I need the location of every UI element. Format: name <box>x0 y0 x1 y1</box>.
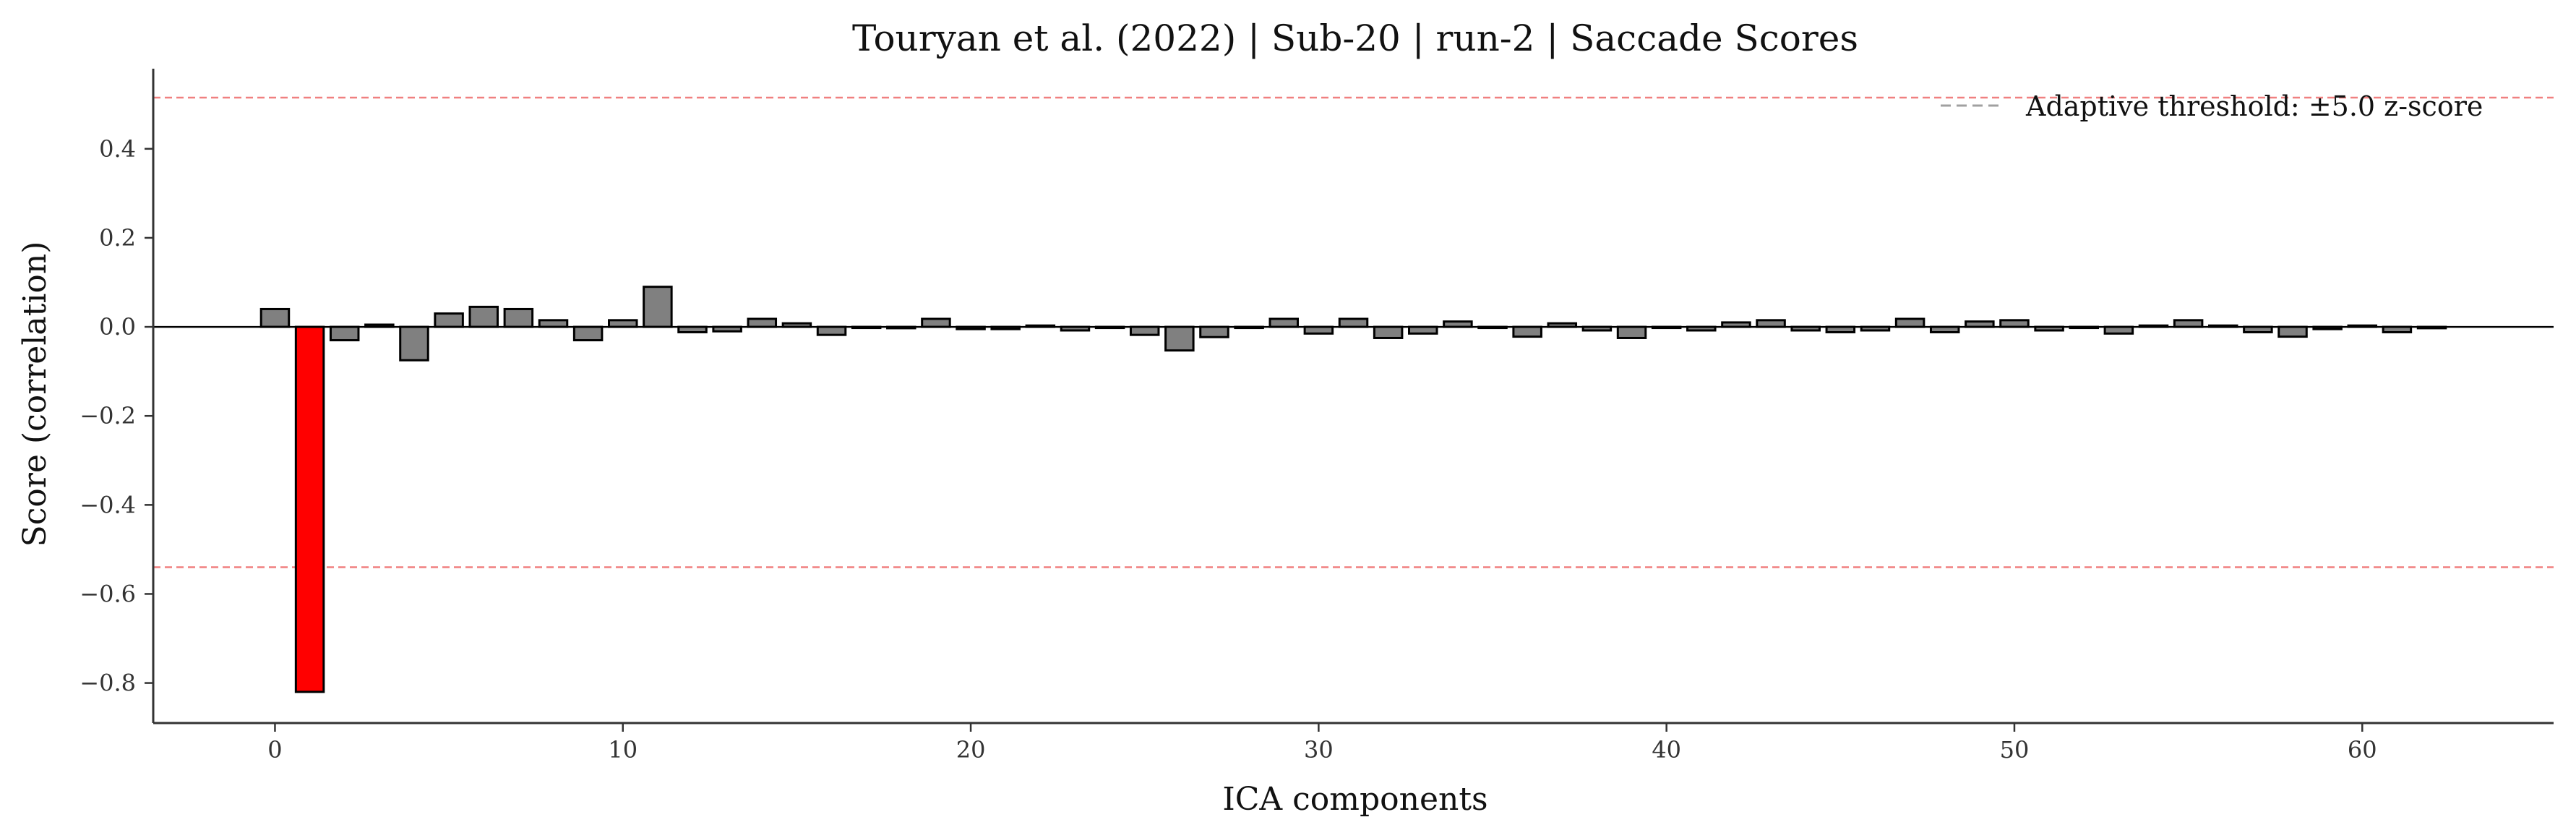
bar-component-0 <box>259 307 291 328</box>
bar-component-43 <box>1756 319 1786 328</box>
x-tick-label: 30 <box>1304 736 1334 764</box>
bar-component-29 <box>1268 317 1299 328</box>
y-axis-title: Score (correlation) <box>17 241 53 547</box>
bar-component-58 <box>2277 325 2308 338</box>
x-tick-label: 10 <box>608 736 637 764</box>
y-tick-label: 0.4 <box>99 135 136 163</box>
plot-area: 0 10 20 30 40 50 60 −0.8 −0.6 −0.4 −0.2 0.0 0.2 0.4 <box>80 69 2554 764</box>
y-tick-label: −0.8 <box>80 670 136 697</box>
chart-title: Touryan et al. (2022) | Sub-20 | run-2 |… <box>852 17 1858 59</box>
bar-component-53 <box>2103 325 2134 335</box>
x-tick-label: 50 <box>2000 736 2030 764</box>
y-tick-label: −0.4 <box>80 491 136 518</box>
bar-component-4 <box>399 325 429 362</box>
bar-component-11 <box>643 286 673 328</box>
bar-component-5 <box>434 312 464 328</box>
bar-component-27 <box>1199 325 1229 338</box>
bar-component-16 <box>816 325 847 336</box>
y-tick-label: 0.2 <box>99 224 136 252</box>
bar-component-50 <box>1999 319 2030 328</box>
bar-component-32 <box>1373 325 1404 339</box>
legend: Adaptive threshold: ±5.0 z-score <box>1941 90 2483 122</box>
x-axis-title: ICA components <box>1222 781 1487 818</box>
bar-component-25 <box>1129 325 1160 336</box>
y-tick-label: −0.2 <box>80 402 136 429</box>
bar-component-36 <box>1512 325 1542 338</box>
bar-component-31 <box>1338 317 1369 328</box>
bar-component-8 <box>538 319 569 328</box>
bar-component-7 <box>503 307 534 328</box>
bar-component-10 <box>608 319 638 328</box>
x-tick-label: 20 <box>956 736 986 764</box>
bar-component-47 <box>1894 317 1925 328</box>
y-tick-label: 0.0 <box>99 313 136 341</box>
x-tick-label: 0 <box>267 736 282 764</box>
bar-component-39 <box>1616 325 1647 339</box>
bar-component-55 <box>2173 319 2204 328</box>
bar-component-2 <box>329 325 360 342</box>
bar-component-6 <box>468 305 499 328</box>
bar-component-19 <box>921 317 951 328</box>
bar-component-1 <box>294 325 325 693</box>
x-tick-label: 40 <box>1652 736 1681 764</box>
bar-component-14 <box>747 317 778 328</box>
bar-component-33 <box>1408 325 1438 335</box>
y-tick-label: −0.6 <box>80 580 136 607</box>
bar-component-30 <box>1303 325 1334 335</box>
bar-component-9 <box>572 325 604 342</box>
bar-component-26 <box>1164 325 1195 352</box>
legend-label: Adaptive threshold: ±5.0 z-score <box>2025 90 2483 122</box>
x-tick-label: 60 <box>2348 736 2377 764</box>
